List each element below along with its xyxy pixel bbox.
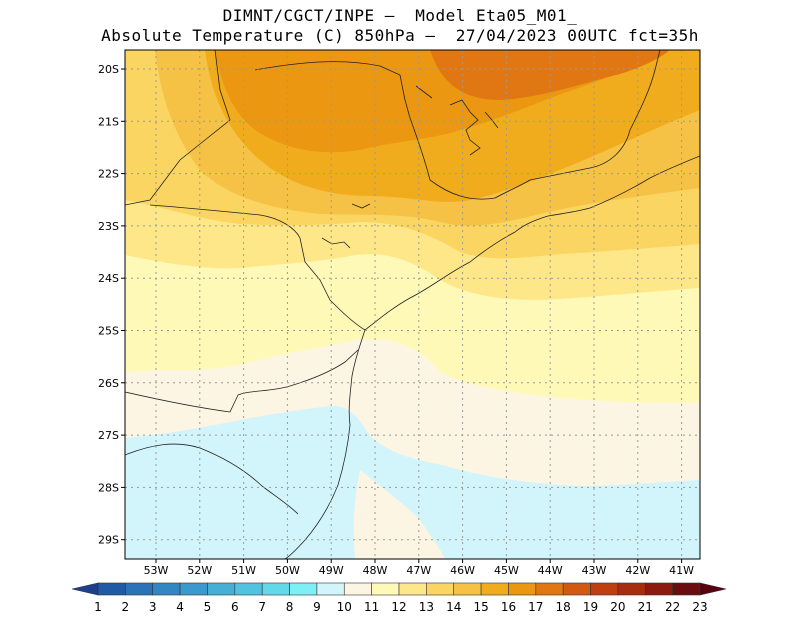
colorbar-label: 7 xyxy=(258,600,266,614)
state-borders xyxy=(125,50,700,559)
lon-tick-label: 46W xyxy=(450,564,475,577)
lake-reservoir-2 xyxy=(484,111,499,129)
lake-reservoir-4 xyxy=(351,203,371,209)
colorbar-swatch xyxy=(508,582,537,596)
colorbar-label: 11 xyxy=(364,600,379,614)
lake-reservoir-5 xyxy=(321,237,351,249)
lat-tick-label: 20S xyxy=(98,63,119,76)
colorbar-label: 19 xyxy=(583,600,598,614)
temperature-field xyxy=(125,50,700,559)
lon-tick-label: 43W xyxy=(582,564,607,577)
colorbar-label: 21 xyxy=(638,600,653,614)
lon-tick-label: 44W xyxy=(538,564,563,577)
colorbar-label: 20 xyxy=(610,600,625,614)
lat-tick-label: 29S xyxy=(98,534,119,547)
lat-tick-label: 21S xyxy=(98,115,119,128)
colorbar-swatch xyxy=(343,582,372,596)
colorbar-label: 18 xyxy=(556,600,571,614)
lon-tick-label: 52W xyxy=(187,564,212,577)
longitude-axis: 53W 52W 51W 50W 49W 48W 47W 46W 45W 44W 43W 42W 41W xyxy=(144,559,694,577)
border-pr-sc xyxy=(125,349,359,413)
colorbar-label: 23 xyxy=(692,600,707,614)
border-mg-rj xyxy=(529,50,661,181)
colorbar-label: 15 xyxy=(473,600,488,614)
colorbar-max-arrow xyxy=(699,582,727,596)
colorbar-label: 12 xyxy=(391,600,406,614)
colorbar-swatch xyxy=(562,582,591,596)
colorbar-label: 8 xyxy=(286,600,294,614)
colorbar-swatch xyxy=(398,582,427,596)
lon-tick-label: 45W xyxy=(494,564,519,577)
border-ms-sp xyxy=(125,50,231,206)
colorbar-label: 13 xyxy=(419,600,434,614)
colorbar-label: 16 xyxy=(501,600,516,614)
lon-tick-label: 53W xyxy=(144,564,169,577)
colorbar-swatch xyxy=(316,582,345,596)
lon-tick-label: 51W xyxy=(231,564,256,577)
lat-tick-label: 24S xyxy=(98,272,119,285)
colorbar-swatch xyxy=(617,582,646,596)
colorbar-swatch xyxy=(453,582,482,596)
colorbar-swatch xyxy=(480,582,509,596)
colorbar-label: 6 xyxy=(231,600,239,614)
colorbar-swatch xyxy=(261,582,290,596)
colorbar-swatch xyxy=(672,582,701,596)
map-title-line2: Absolute Temperature (C) 850hPa — 27/04/… xyxy=(101,26,699,45)
border-sc-rs xyxy=(125,443,299,515)
colorbar-swatch xyxy=(644,582,673,596)
map-frame xyxy=(124,49,701,560)
lake-reservoir-1 xyxy=(449,99,481,156)
colorbar-swatch xyxy=(371,582,400,596)
lon-tick-label: 42W xyxy=(625,564,650,577)
lat-tick-label: 27S xyxy=(98,429,119,442)
colorbar: 1 2 3 4 5 6 7 8 9 10 11 12 13 14 15 16 17 18 19 20 21 22 23 xyxy=(71,582,727,614)
colorbar-swatch xyxy=(289,582,318,596)
field-band-10 xyxy=(125,405,700,559)
colorbar-swatch xyxy=(97,582,126,596)
colorbar-label: 4 xyxy=(176,600,184,614)
coastline xyxy=(284,155,700,559)
border-pr-sp xyxy=(149,204,471,331)
lakes xyxy=(321,85,499,249)
colorbar-swatch xyxy=(426,582,455,596)
colorbar-swatch xyxy=(590,582,619,596)
colorbar-label: 3 xyxy=(149,600,157,614)
colorbar-label: 10 xyxy=(337,600,352,614)
colorbar-label: 17 xyxy=(528,600,543,614)
lon-tick-label: 50W xyxy=(275,564,300,577)
lon-tick-label: 49W xyxy=(319,564,344,577)
colorbar-label: 9 xyxy=(313,600,321,614)
colorbar-label: 14 xyxy=(446,600,461,614)
colorbar-swatch xyxy=(125,582,154,596)
lat-tick-label: 26S xyxy=(98,377,119,390)
colorbar-swatch xyxy=(179,582,208,596)
colorbar-swatch xyxy=(207,582,236,596)
grid-lines xyxy=(125,50,700,559)
field-band-11-south xyxy=(353,470,445,559)
colorbar-min-arrow xyxy=(71,582,99,596)
lat-tick-label: 22S xyxy=(98,168,119,181)
lat-tick-label: 28S xyxy=(98,481,119,494)
colorbar-swatch xyxy=(152,582,181,596)
lon-tick-label: 41W xyxy=(669,564,694,577)
map-title-line1: DIMNT/CGCT/INPE — Model Eta05_M01_ xyxy=(222,6,578,25)
colorbar-label: 22 xyxy=(665,600,680,614)
latitude-axis: 20S 21S 22S 23S 24S 25S 26S 27S 28S 29S xyxy=(98,63,125,547)
border-sp-mg xyxy=(254,61,531,200)
lat-tick-label: 25S xyxy=(98,325,119,338)
colorbar-label: 2 xyxy=(122,600,130,614)
lat-tick-label: 23S xyxy=(98,220,119,233)
colorbar-swatch xyxy=(234,582,263,596)
lon-tick-label: 48W xyxy=(363,564,388,577)
colorbar-label: 5 xyxy=(204,600,212,614)
colorbar-label: 1 xyxy=(94,600,102,614)
colorbar-swatch xyxy=(535,582,564,596)
lon-tick-label: 47W xyxy=(406,564,431,577)
